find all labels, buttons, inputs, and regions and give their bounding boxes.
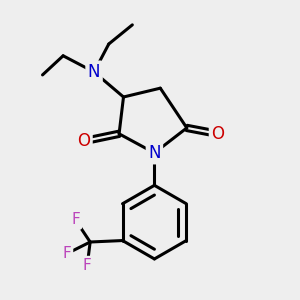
Text: N: N xyxy=(148,144,161,162)
Text: N: N xyxy=(88,63,100,81)
Text: O: O xyxy=(77,132,90,150)
Text: O: O xyxy=(211,125,224,143)
Text: F: F xyxy=(71,212,80,227)
Text: F: F xyxy=(62,246,71,261)
Text: F: F xyxy=(83,258,92,273)
